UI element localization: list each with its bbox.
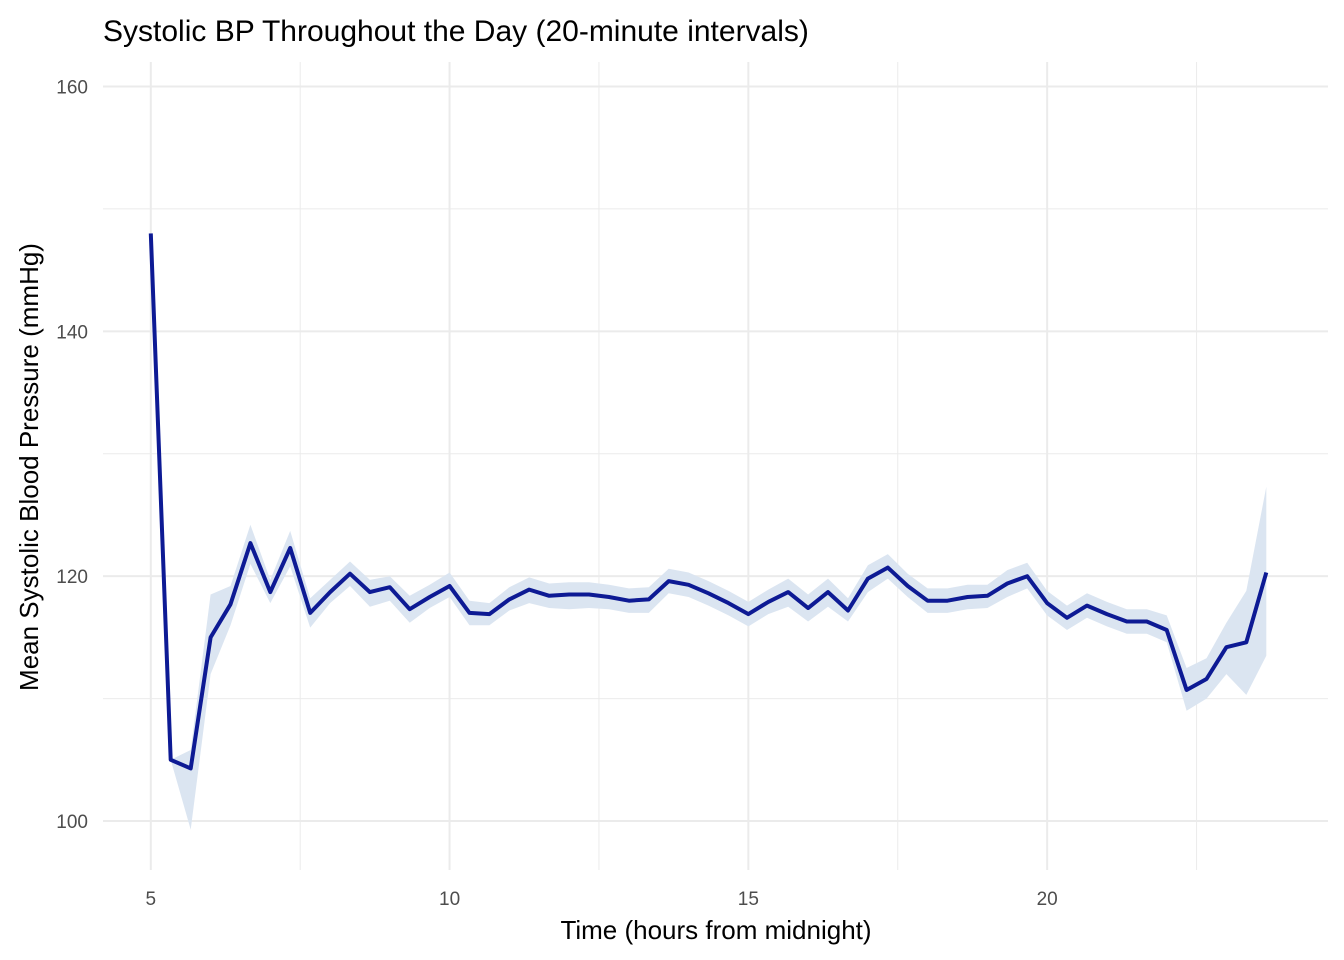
y-tick-label-3: 160	[56, 77, 88, 98]
y-tick-label-2: 140	[56, 322, 88, 343]
confidence-ribbon-layer	[150, 233, 1267, 830]
x-tick-label-1: 10	[439, 889, 460, 910]
y-axis-ticks: 100 120 140 160	[56, 77, 88, 833]
x-tick-label-3: 20	[1037, 889, 1058, 910]
confidence-ribbon	[150, 233, 1267, 830]
y-axis-title: Mean Systolic Blood Pressure (mmHg)	[14, 243, 44, 691]
grid-major	[103, 62, 1328, 870]
x-tick-label-0: 5	[146, 889, 157, 910]
y-tick-label-1: 120	[56, 567, 88, 588]
x-axis-title: Time (hours from midnight)	[560, 915, 871, 945]
x-tick-label-2: 15	[738, 889, 759, 910]
grid-minor	[103, 62, 1328, 870]
y-tick-label-0: 100	[56, 812, 88, 833]
series-line-layer	[148, 233, 1269, 771]
x-axis-ticks: 5 10 15 20	[146, 889, 1058, 910]
chart-title: Systolic BP Throughout the Day (20-minut…	[103, 15, 809, 48]
series-line	[148, 233, 1269, 771]
